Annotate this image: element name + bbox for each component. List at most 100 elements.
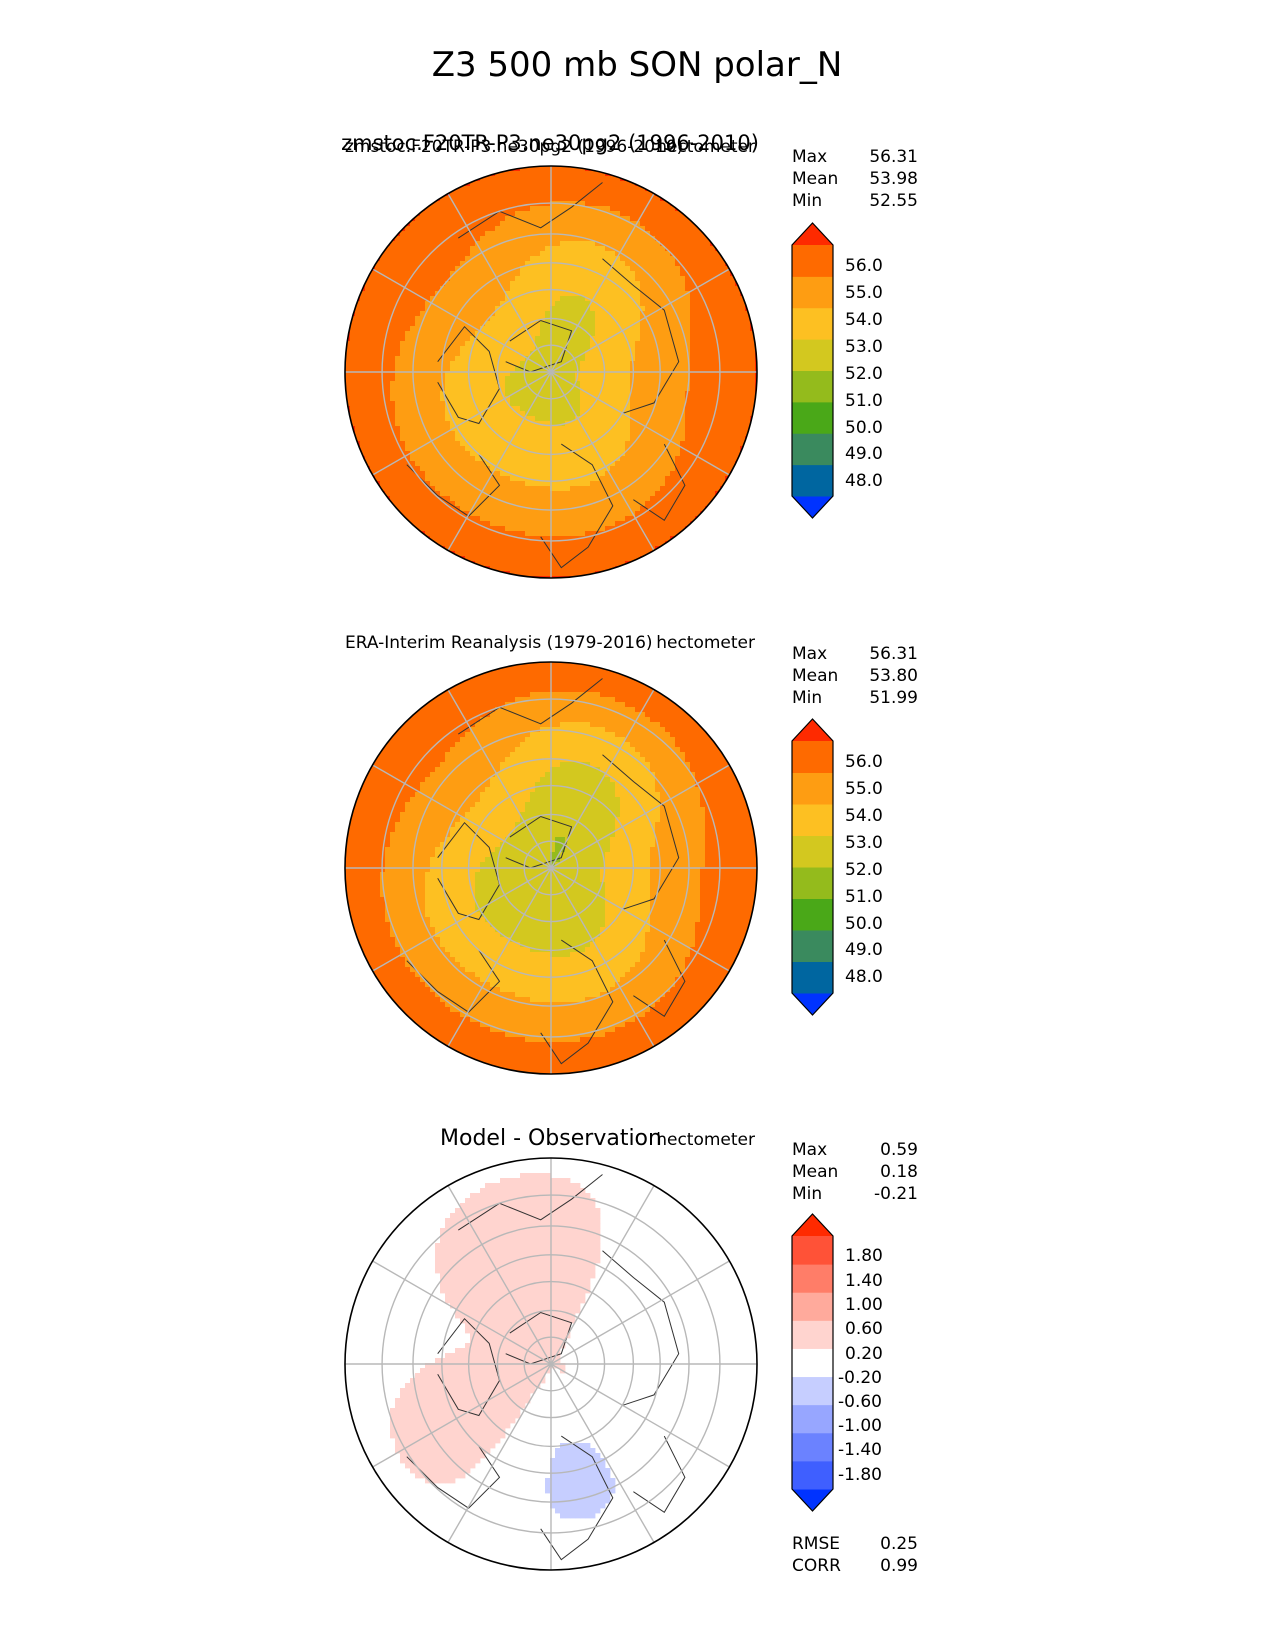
map-cell bbox=[650, 291, 656, 297]
map-cell bbox=[555, 471, 561, 477]
map-cell bbox=[530, 186, 536, 192]
map-cell bbox=[425, 411, 431, 417]
map-cell bbox=[690, 456, 696, 462]
map-cell bbox=[660, 271, 666, 277]
map-cell bbox=[630, 506, 636, 512]
map-cell bbox=[600, 186, 606, 192]
map-cell bbox=[710, 261, 716, 267]
map-cell bbox=[450, 496, 456, 502]
map-cell bbox=[505, 331, 511, 337]
map-cell bbox=[650, 381, 656, 387]
map-cell bbox=[680, 336, 686, 342]
map-cell bbox=[485, 326, 491, 332]
map-cell bbox=[470, 286, 476, 292]
map-cell bbox=[600, 286, 606, 292]
map-cell bbox=[605, 481, 611, 487]
map-cell bbox=[530, 356, 536, 362]
map-cell bbox=[470, 481, 476, 487]
map-cell bbox=[540, 441, 546, 447]
map-cell bbox=[500, 176, 506, 182]
map-cell bbox=[470, 276, 476, 282]
map-cell bbox=[640, 471, 646, 477]
map-cell bbox=[625, 431, 631, 437]
map-cell bbox=[750, 366, 756, 372]
map-cell bbox=[400, 351, 406, 357]
map-cell bbox=[440, 256, 446, 262]
map-cell bbox=[580, 321, 586, 327]
map-cell bbox=[600, 276, 606, 282]
map-cell bbox=[575, 406, 581, 412]
map-cell bbox=[675, 301, 681, 307]
map-cell bbox=[475, 501, 481, 507]
map-cell bbox=[550, 246, 556, 252]
map-cell bbox=[580, 191, 586, 197]
map-cell bbox=[565, 406, 571, 412]
map-cell bbox=[480, 271, 486, 277]
map-cell bbox=[540, 396, 546, 402]
map-cell bbox=[575, 431, 581, 437]
map-cell bbox=[565, 481, 571, 487]
map-cell bbox=[590, 491, 596, 497]
map-cell bbox=[540, 171, 546, 177]
map-cell bbox=[605, 206, 611, 212]
map-cell bbox=[485, 461, 491, 467]
map-cell bbox=[680, 466, 686, 472]
map-cell bbox=[525, 316, 531, 322]
map-cell bbox=[610, 221, 616, 227]
map-cell bbox=[475, 446, 481, 452]
map-cell bbox=[745, 331, 751, 337]
map-cell bbox=[450, 281, 456, 287]
map-cell bbox=[470, 351, 476, 357]
map-cell bbox=[725, 456, 731, 462]
map-cell bbox=[500, 321, 506, 327]
map-cell bbox=[355, 336, 361, 342]
map-cell bbox=[480, 366, 486, 372]
map-cell bbox=[475, 361, 481, 367]
map-cell bbox=[355, 361, 361, 367]
map-cell bbox=[630, 266, 636, 272]
map-cell bbox=[620, 276, 626, 282]
map-cell bbox=[485, 311, 491, 317]
map-cell bbox=[395, 316, 401, 322]
map-cell bbox=[575, 216, 581, 222]
map-cell bbox=[720, 451, 726, 457]
map-cell bbox=[640, 476, 646, 482]
map-cell bbox=[455, 241, 461, 247]
map-cell bbox=[465, 381, 471, 387]
map-cell bbox=[565, 311, 571, 317]
map-cell bbox=[390, 431, 396, 437]
map-cell bbox=[440, 206, 446, 212]
map-cell bbox=[430, 486, 436, 492]
map-cell bbox=[610, 286, 616, 292]
map-cell bbox=[500, 256, 506, 262]
map-cell bbox=[475, 216, 481, 222]
map-cell bbox=[565, 306, 571, 312]
map-cell bbox=[710, 346, 716, 352]
map-cell bbox=[665, 431, 671, 437]
map-cell bbox=[495, 466, 501, 472]
map-cell bbox=[520, 331, 526, 337]
map-cell bbox=[345, 376, 351, 382]
map-cell bbox=[730, 331, 736, 337]
map-cell bbox=[450, 291, 456, 297]
map-cell bbox=[695, 261, 701, 267]
map-cell bbox=[480, 356, 486, 362]
map-cell bbox=[725, 376, 731, 382]
map-cell bbox=[425, 471, 431, 477]
map-cell bbox=[680, 356, 686, 362]
map-cell bbox=[405, 326, 411, 332]
map-cell bbox=[415, 466, 421, 472]
map-cell bbox=[440, 261, 446, 267]
map-cell bbox=[535, 311, 541, 317]
map-cell bbox=[375, 441, 381, 447]
map-cell bbox=[705, 496, 711, 502]
map-cell bbox=[665, 301, 671, 307]
map-cell bbox=[700, 491, 706, 497]
map-cell bbox=[600, 496, 606, 502]
map-cell bbox=[475, 456, 481, 462]
map-cell bbox=[640, 286, 646, 292]
map-cell bbox=[435, 496, 441, 502]
map-cell bbox=[510, 441, 516, 447]
map-cell bbox=[490, 496, 496, 502]
map-cell bbox=[575, 256, 581, 262]
